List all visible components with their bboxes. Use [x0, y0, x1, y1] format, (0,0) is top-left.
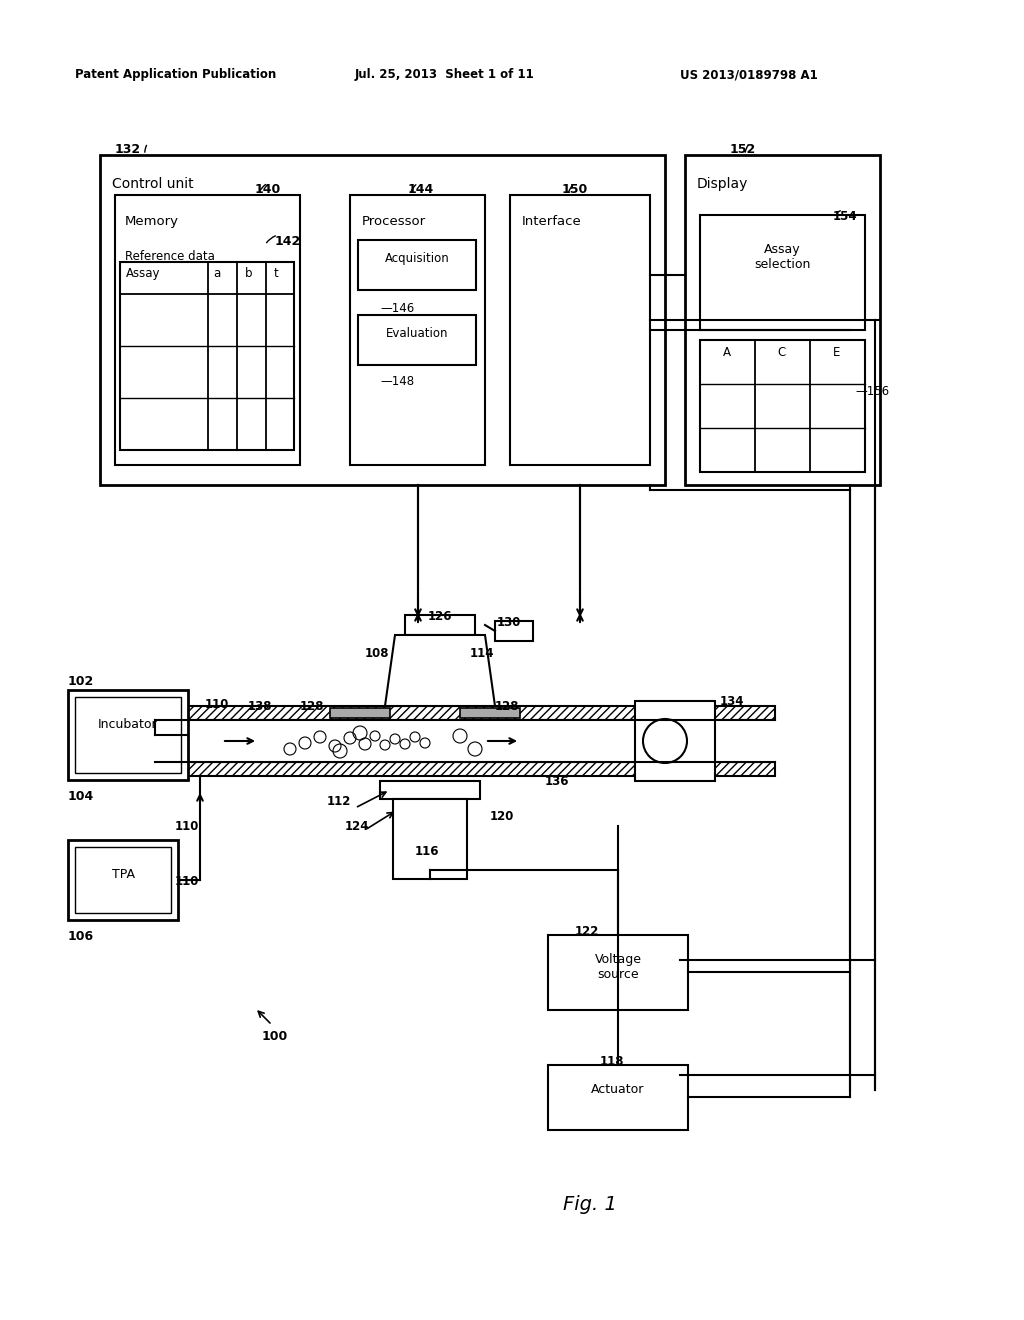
Text: Evaluation: Evaluation: [386, 327, 449, 341]
Bar: [700, 215, 865, 330]
Bar: [358, 315, 476, 366]
Bar: [68, 690, 188, 780]
Text: 106: 106: [68, 931, 94, 942]
Bar: [330, 708, 390, 718]
Text: 152: 152: [730, 143, 757, 156]
Text: 130: 130: [497, 616, 521, 630]
Bar: [495, 620, 534, 642]
Text: A: A: [723, 346, 731, 359]
Text: 134: 134: [720, 696, 744, 708]
Bar: [155, 706, 775, 719]
Bar: [120, 261, 294, 450]
Text: Memory: Memory: [125, 215, 179, 228]
Text: 136: 136: [545, 775, 569, 788]
Bar: [358, 240, 476, 290]
Text: Actuator: Actuator: [591, 1082, 645, 1096]
Text: Voltage
source: Voltage source: [595, 953, 641, 981]
Bar: [350, 195, 485, 465]
Bar: [548, 1065, 688, 1130]
Text: 124: 124: [345, 820, 370, 833]
Bar: [510, 195, 650, 465]
Text: 102: 102: [68, 675, 94, 688]
Text: Display: Display: [697, 177, 749, 191]
Text: 128: 128: [495, 700, 519, 713]
Bar: [380, 781, 480, 799]
Text: 120: 120: [490, 810, 514, 822]
Text: —156: —156: [855, 385, 889, 399]
Text: TPA: TPA: [112, 869, 134, 880]
Polygon shape: [385, 635, 495, 706]
Text: 154: 154: [833, 210, 858, 223]
Bar: [548, 935, 688, 1010]
Text: 116: 116: [415, 845, 439, 858]
Text: 108: 108: [365, 647, 389, 660]
Text: 100: 100: [262, 1030, 288, 1043]
Text: 118: 118: [600, 1055, 625, 1068]
Bar: [75, 847, 171, 913]
Text: 128: 128: [300, 700, 325, 713]
Bar: [393, 799, 467, 879]
Text: 122: 122: [575, 925, 599, 939]
Text: Jul. 25, 2013  Sheet 1 of 11: Jul. 25, 2013 Sheet 1 of 11: [355, 69, 535, 81]
Text: E: E: [834, 346, 841, 359]
Text: 110: 110: [175, 875, 200, 888]
Text: 110: 110: [205, 698, 229, 711]
Text: 110: 110: [175, 820, 200, 833]
Text: —148: —148: [380, 375, 414, 388]
Text: 138: 138: [248, 700, 272, 713]
Text: Incubator: Incubator: [98, 718, 158, 731]
Text: 150: 150: [562, 183, 588, 195]
Bar: [68, 840, 178, 920]
Text: Fig. 1: Fig. 1: [563, 1195, 616, 1214]
Text: Interface: Interface: [522, 215, 582, 228]
Text: C: C: [778, 346, 786, 359]
Bar: [75, 697, 181, 774]
Text: 144: 144: [408, 183, 434, 195]
Text: a: a: [213, 267, 220, 280]
Bar: [100, 154, 665, 484]
Bar: [115, 195, 300, 465]
Text: 132: 132: [115, 143, 141, 156]
Text: Control unit: Control unit: [112, 177, 194, 191]
Bar: [460, 708, 520, 718]
Bar: [155, 719, 775, 762]
Text: Processor: Processor: [362, 215, 426, 228]
Text: 126: 126: [428, 610, 453, 623]
Bar: [700, 341, 865, 473]
Text: Assay
selection: Assay selection: [754, 243, 810, 271]
Text: US 2013/0189798 A1: US 2013/0189798 A1: [680, 69, 818, 81]
Bar: [685, 154, 880, 484]
Text: Reference data: Reference data: [125, 249, 215, 263]
Text: 104: 104: [68, 789, 94, 803]
Bar: [406, 615, 475, 635]
Text: 142: 142: [275, 235, 301, 248]
Text: 112: 112: [327, 795, 351, 808]
Bar: [635, 701, 715, 781]
Text: Assay: Assay: [126, 267, 161, 280]
Text: Patent Application Publication: Patent Application Publication: [75, 69, 276, 81]
Text: Acquisition: Acquisition: [385, 252, 450, 265]
Text: —146: —146: [380, 302, 415, 315]
Text: t: t: [274, 267, 279, 280]
Text: 140: 140: [255, 183, 282, 195]
Text: b: b: [245, 267, 253, 280]
Bar: [155, 762, 775, 776]
Text: 114: 114: [470, 647, 495, 660]
